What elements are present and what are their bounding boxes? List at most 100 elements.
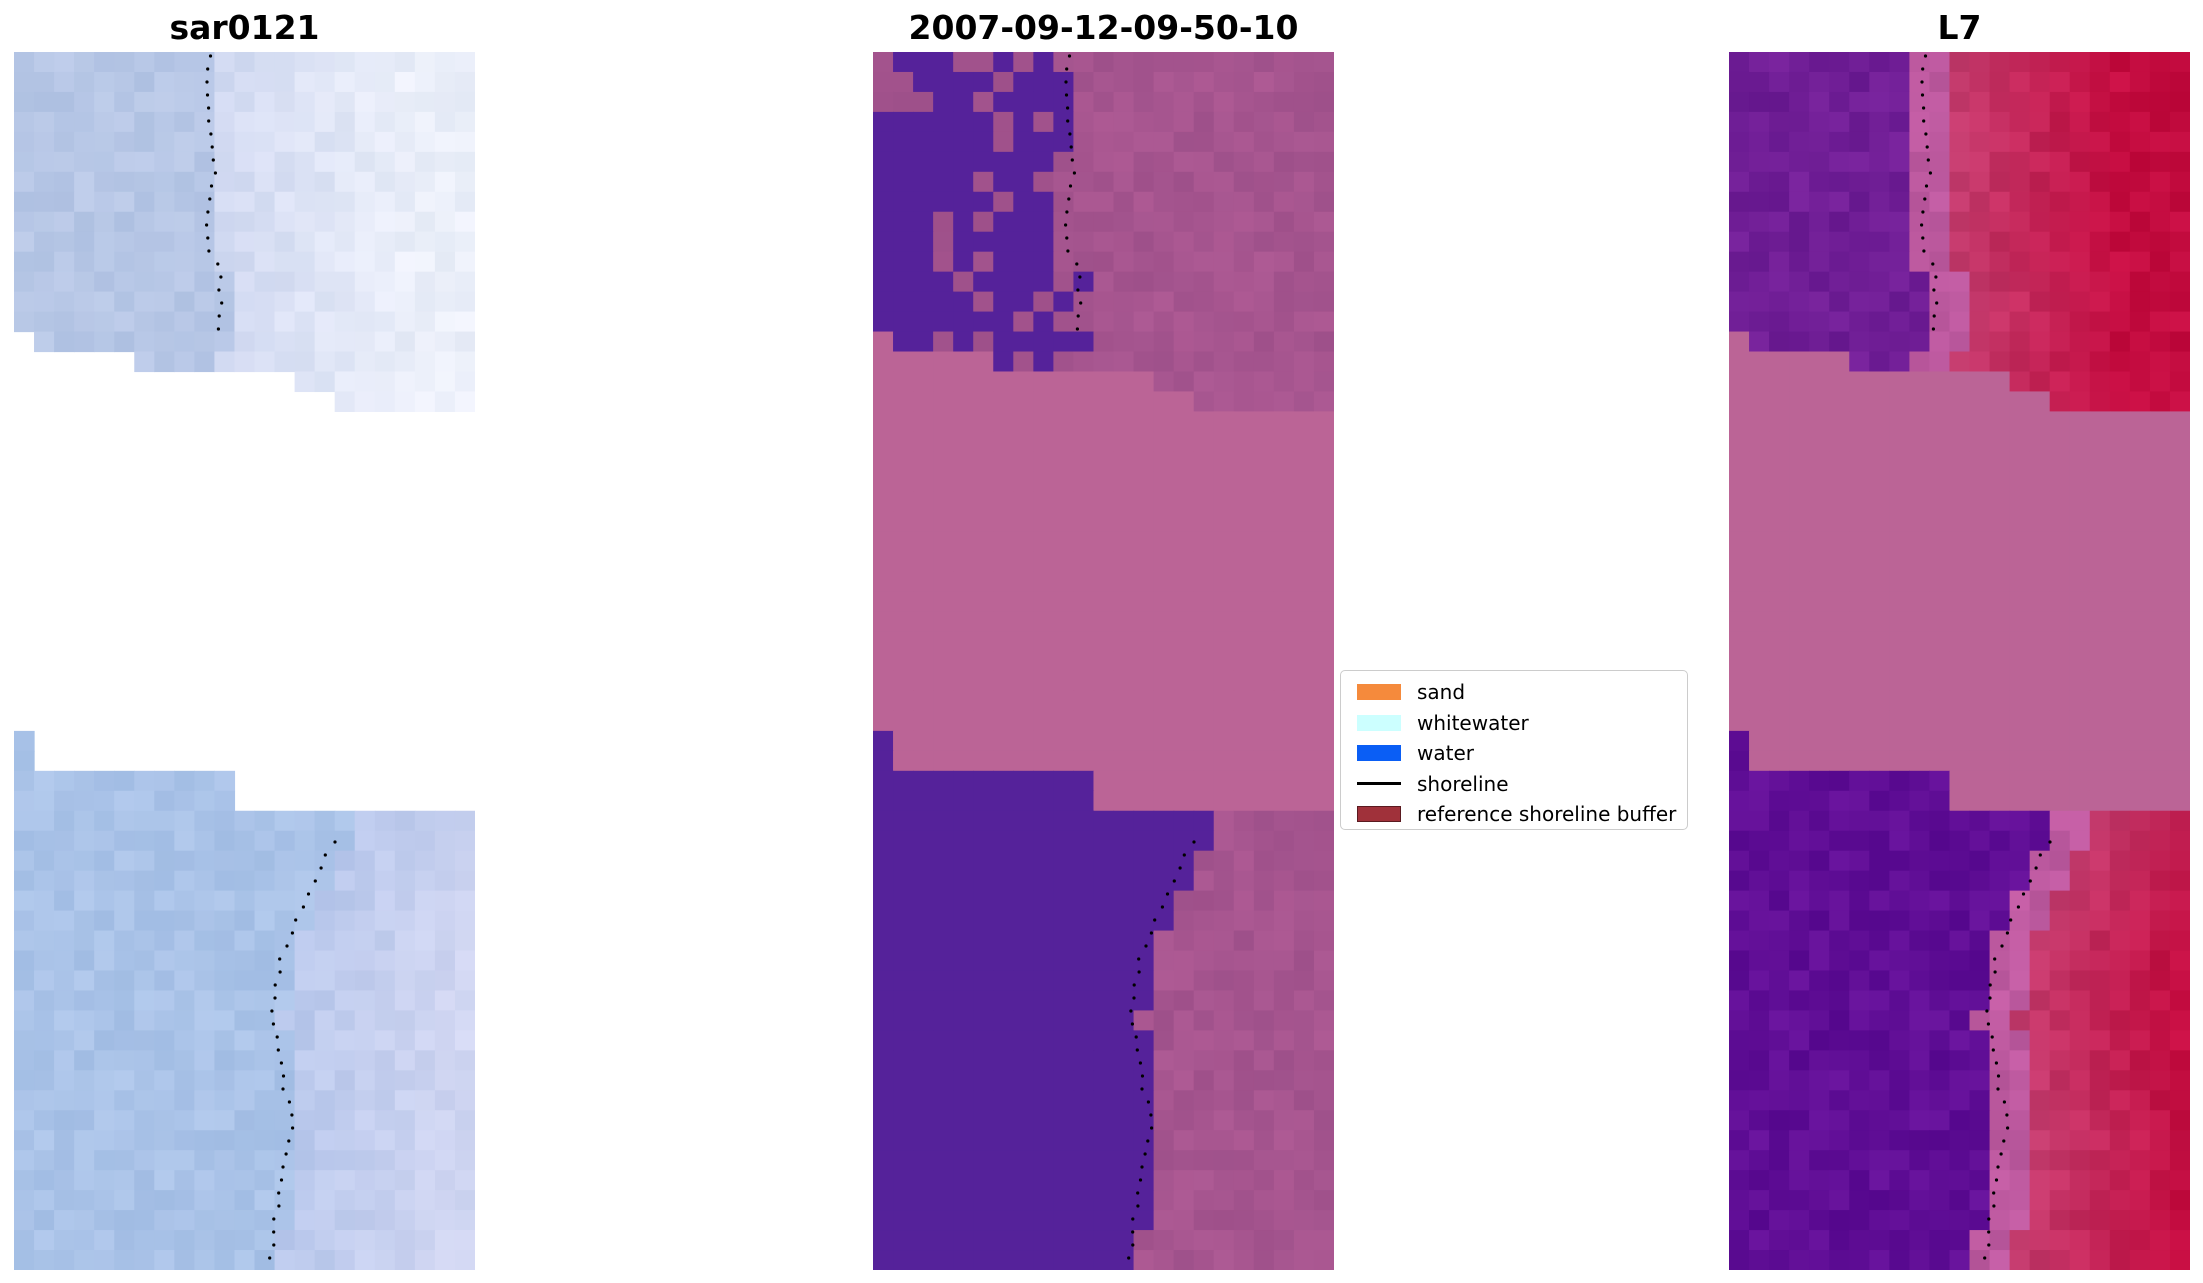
shoreline-point — [1922, 106, 1926, 110]
panel-title-classified: 2007-09-12-09-50-10 — [908, 8, 1299, 47]
shoreline-point — [1996, 1074, 2001, 1078]
shoreline-point — [206, 67, 210, 71]
shoreline-point — [1076, 314, 1080, 318]
shoreline-point — [207, 106, 211, 110]
shoreline-point — [290, 1113, 294, 1117]
shoreline-point — [279, 1178, 284, 1182]
shoreline-point — [2002, 1139, 2006, 1143]
shoreline-point — [1920, 93, 1925, 97]
shoreline-point — [1140, 1087, 1144, 1091]
shoreline-point — [276, 1048, 280, 1052]
shoreline-point — [1131, 1230, 1135, 1234]
shoreline-point — [1137, 957, 1141, 961]
shoreline-point — [1075, 262, 1079, 266]
shoreline-point — [1069, 145, 1073, 149]
legend-label-shoreline: shoreline — [1417, 771, 1509, 796]
shoreline-point — [1990, 1035, 1994, 1039]
shoreline-point — [273, 983, 277, 987]
shoreline-point — [207, 119, 211, 123]
shoreline-point — [1064, 223, 1068, 227]
shoreline-point — [2002, 1100, 2006, 1104]
shoreline-point — [1924, 132, 1928, 136]
shoreline-point — [1172, 879, 1176, 883]
shoreline-point — [216, 327, 220, 331]
shoreline-point — [285, 944, 289, 948]
shoreline-point — [1076, 288, 1080, 292]
raster-cells — [14, 52, 475, 1270]
shoreline-point — [291, 1126, 295, 1130]
shoreline-dots — [1064, 54, 1196, 1260]
shoreline-point — [1994, 1061, 1998, 1065]
shoreline-point — [1999, 1152, 2003, 1156]
shoreline-point — [268, 1256, 272, 1260]
shoreline-point — [217, 288, 221, 292]
shoreline-point — [1138, 1061, 1142, 1065]
shoreline-point — [2005, 1113, 2009, 1117]
legend-label-water: water — [1417, 741, 1474, 766]
shoreline-point — [208, 54, 213, 58]
shoreline-point — [1920, 80, 1924, 84]
shoreline-point — [1996, 1165, 2000, 1169]
shoreline-point — [208, 197, 212, 201]
shoreline-point — [272, 1243, 276, 1247]
shoreline-point — [2005, 931, 2009, 935]
shoreline-point — [270, 1009, 274, 1013]
shoreline-point — [1131, 1217, 1135, 1221]
shoreline-point — [217, 314, 221, 318]
shoreline-point — [1137, 970, 1141, 974]
shoreline-point — [1132, 983, 1136, 987]
panel-title-index: L7 — [1937, 8, 1982, 47]
shoreline-point — [287, 1100, 291, 1104]
shoreline-point — [1921, 236, 1925, 240]
shoreline-point — [1149, 1113, 1153, 1117]
shoreline-point — [1065, 236, 1069, 240]
shoreline-point — [1993, 970, 1997, 974]
shoreline-point — [284, 1152, 288, 1156]
shoreline-point — [1992, 1204, 1996, 1208]
shoreline-point — [290, 931, 294, 935]
shoreline-point — [1153, 918, 1157, 922]
legend-item-water: water — [1349, 738, 1679, 769]
shoreline-point — [2038, 853, 2042, 857]
panel-classified-image — [873, 52, 1334, 1270]
shoreline-point — [1924, 184, 1929, 188]
raster-cells — [1729, 52, 2190, 1270]
shoreline-point — [1992, 1191, 1996, 1195]
shoreline-point — [1991, 1048, 1995, 1052]
shoreline-point — [1988, 996, 1992, 1000]
shoreline-point — [1165, 892, 1170, 896]
shoreline-point — [1923, 54, 1928, 58]
shoreline-point — [1072, 171, 1076, 175]
shoreline-point — [281, 1074, 286, 1078]
panel-rgb-image — [14, 52, 475, 1270]
shoreline-point — [1192, 840, 1196, 844]
shoreline-point — [281, 1165, 285, 1169]
shoreline-point — [1921, 210, 1925, 214]
sand-swatch — [1357, 684, 1401, 701]
legend-item-sand: sand — [1349, 677, 1679, 708]
shoreline-point — [287, 1139, 291, 1143]
shoreline-point — [1064, 93, 1069, 97]
shoreline-point — [301, 905, 305, 909]
shoreline-point — [306, 892, 311, 896]
shoreline-point — [209, 184, 214, 188]
shoreline-point — [1066, 249, 1070, 253]
shoreline-point — [205, 80, 209, 84]
shoreline-point — [277, 1204, 281, 1208]
shoreline-point — [1922, 249, 1926, 253]
shoreline-point — [1129, 1009, 1133, 1013]
shoreline-point — [1067, 54, 1072, 58]
shoreline-point — [1920, 223, 1924, 227]
shoreline-point — [1146, 1100, 1150, 1104]
shoreline-point — [1178, 866, 1182, 870]
shoreline-point — [319, 866, 323, 870]
shoreline-point — [1922, 119, 1926, 123]
shoreline-point — [333, 840, 337, 844]
shoreline-point — [1132, 996, 1136, 1000]
shoreline-point — [1987, 1217, 1991, 1221]
shoreline-point — [273, 996, 277, 1000]
shoreline-point — [206, 210, 210, 214]
shoreline-point — [1068, 184, 1073, 188]
shoreline-point — [1140, 1165, 1144, 1169]
shoreline-point — [207, 249, 211, 253]
